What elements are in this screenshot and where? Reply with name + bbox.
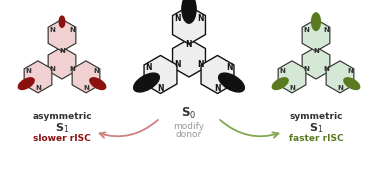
Polygon shape <box>302 47 330 79</box>
Polygon shape <box>326 61 354 93</box>
Text: N: N <box>279 68 285 74</box>
Polygon shape <box>172 39 206 77</box>
Text: N: N <box>59 48 65 54</box>
Ellipse shape <box>182 0 196 23</box>
Ellipse shape <box>134 73 160 92</box>
Text: N: N <box>303 27 309 33</box>
Ellipse shape <box>59 16 65 27</box>
Text: N: N <box>347 68 353 74</box>
Ellipse shape <box>218 73 244 92</box>
Text: N: N <box>198 14 204 23</box>
Text: N: N <box>323 27 329 33</box>
Polygon shape <box>172 6 206 44</box>
Text: N: N <box>313 48 319 54</box>
Polygon shape <box>72 61 100 93</box>
Text: faster rISC: faster rISC <box>289 134 343 143</box>
Text: N: N <box>323 66 329 72</box>
Text: N: N <box>49 27 55 33</box>
Text: N: N <box>174 14 180 23</box>
Text: S$_0$: S$_0$ <box>181 106 197 121</box>
Text: N: N <box>83 85 89 91</box>
Text: S$_1$: S$_1$ <box>309 121 323 135</box>
Text: symmetric: symmetric <box>289 112 343 121</box>
Text: slower rISC: slower rISC <box>33 134 91 143</box>
Text: N: N <box>303 66 309 72</box>
Polygon shape <box>201 56 234 93</box>
Polygon shape <box>144 56 177 93</box>
Text: N: N <box>198 60 204 69</box>
Text: N: N <box>49 66 55 72</box>
Text: N: N <box>93 68 99 74</box>
Text: modify: modify <box>174 122 204 131</box>
Text: N: N <box>35 85 41 91</box>
Polygon shape <box>48 19 76 51</box>
Ellipse shape <box>18 78 34 90</box>
Polygon shape <box>24 61 52 93</box>
Text: donor: donor <box>176 130 202 139</box>
Text: N: N <box>174 60 180 69</box>
Ellipse shape <box>311 13 321 30</box>
Text: N: N <box>186 40 192 49</box>
Text: N: N <box>214 84 221 93</box>
Text: N: N <box>146 63 152 72</box>
Ellipse shape <box>272 78 288 90</box>
Text: N: N <box>69 27 75 33</box>
FancyArrowPatch shape <box>99 120 158 138</box>
Text: N: N <box>337 85 343 91</box>
Polygon shape <box>302 19 330 51</box>
Text: asymmetric: asymmetric <box>32 112 92 121</box>
Ellipse shape <box>344 78 360 90</box>
FancyArrowPatch shape <box>220 120 279 138</box>
Text: N: N <box>289 85 295 91</box>
Polygon shape <box>278 61 306 93</box>
Text: N: N <box>157 84 164 93</box>
Text: N: N <box>69 66 75 72</box>
Text: S$_1$: S$_1$ <box>55 121 69 135</box>
Polygon shape <box>48 47 76 79</box>
Text: N: N <box>226 63 232 72</box>
Text: N: N <box>25 68 31 74</box>
Ellipse shape <box>90 78 106 90</box>
